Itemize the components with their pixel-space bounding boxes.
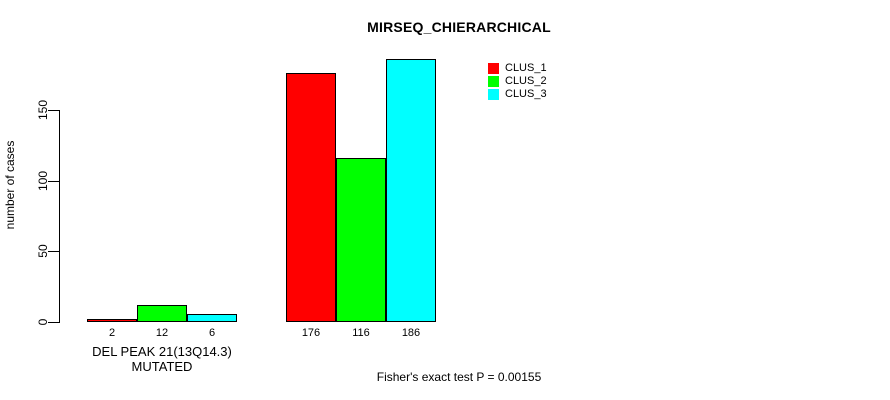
legend-label-clus-1: CLUS_1	[505, 62, 547, 74]
legend-item-clus-2: CLUS_2	[488, 75, 547, 87]
bar-clus_3-group2	[386, 59, 436, 322]
legend-swatch-clus-1	[488, 62, 499, 74]
legend-swatch-clus-3	[488, 88, 499, 100]
y-tick-mark	[48, 110, 59, 111]
bar-clus_3-group1	[187, 314, 237, 322]
y-axis-title: number of cases	[3, 140, 17, 230]
legend-label-clus-3: CLUS_3	[505, 88, 547, 100]
bar-value-label: 2	[108, 327, 116, 339]
legend-label-clus-2: CLUS_2	[505, 75, 547, 87]
y-tick-label: 0	[36, 318, 50, 326]
bar-clus_1-group2	[286, 73, 336, 322]
y-tick-label: 50	[36, 244, 50, 258]
bar-value-label: 116	[352, 327, 370, 339]
bar-clus_2-group1	[137, 305, 187, 322]
x-axis-title: DEL PEAK 21(13Q14.3) MUTATED	[92, 344, 232, 374]
y-axis-line	[59, 110, 60, 323]
legend-item-clus-1: CLUS_1	[488, 62, 547, 74]
bar-value-label: 186	[401, 327, 421, 339]
fisher-test-annotation: Fisher's exact test P = 0.00155	[376, 370, 542, 384]
legend: CLUS_1 CLUS_2 CLUS_3	[488, 62, 547, 101]
y-tick-mark	[48, 322, 59, 323]
legend-swatch-clus-2	[488, 75, 499, 87]
y-tick-mark	[48, 181, 59, 182]
y-tick-mark	[48, 251, 59, 252]
y-tick-label: 150	[36, 99, 50, 121]
bar-value-label: 12	[155, 327, 169, 339]
bar-value-label: 6	[208, 327, 216, 339]
chart-title: MIRSEQ_CHIERARCHICAL	[367, 19, 551, 35]
bar-clus_2-group2	[336, 158, 386, 322]
y-tick-label: 100	[36, 170, 50, 192]
bar-value-label: 176	[301, 327, 321, 339]
legend-item-clus-3: CLUS_3	[488, 88, 547, 100]
bar-clus_1-group1	[87, 319, 137, 322]
